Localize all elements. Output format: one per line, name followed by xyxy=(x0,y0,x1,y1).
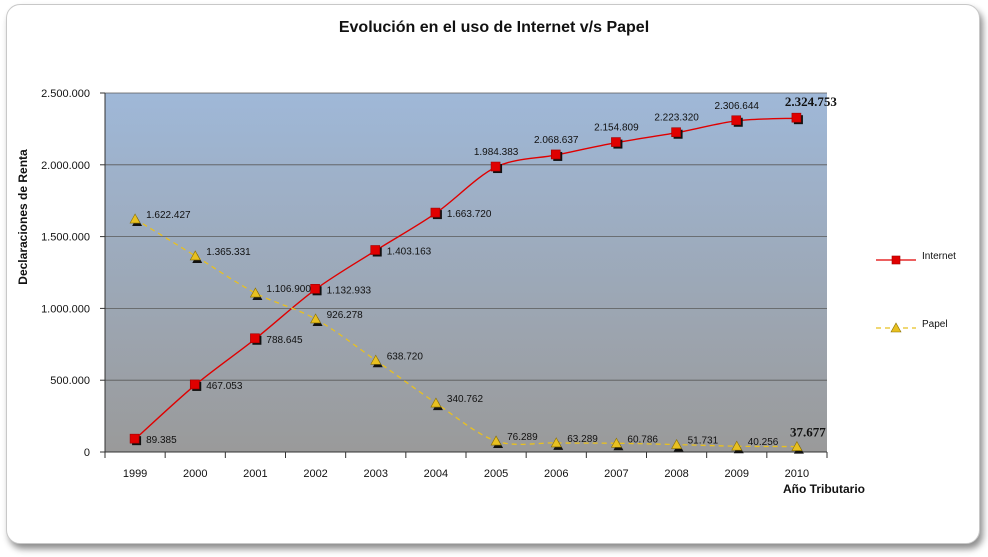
x-tick-label: 2003 xyxy=(364,468,388,480)
data-point xyxy=(310,313,322,324)
data-label: 2.154.809 xyxy=(594,123,639,134)
y-tick-label: 1.000.000 xyxy=(41,303,90,315)
data-label: 37.677 xyxy=(790,425,826,440)
data-point xyxy=(731,440,743,451)
data-point xyxy=(611,137,621,147)
data-point xyxy=(791,112,802,123)
data-label: 1.106.900 xyxy=(266,284,311,295)
data-label: 76.289 xyxy=(507,432,538,443)
data-point xyxy=(249,287,261,298)
data-point xyxy=(671,438,683,449)
data-point xyxy=(610,437,622,448)
data-label: 1.622.427 xyxy=(146,210,191,221)
data-label: 63.289 xyxy=(567,434,598,445)
data-label: 788.645 xyxy=(266,335,303,346)
x-tick-label: 2009 xyxy=(725,468,749,480)
data-label: 60.786 xyxy=(627,434,658,445)
legend-item-internet: Internet xyxy=(876,251,956,265)
data-point xyxy=(129,213,141,224)
x-tick-label: 2004 xyxy=(424,468,448,480)
data-label: 467.053 xyxy=(206,381,243,392)
data-point xyxy=(310,284,320,294)
data-point xyxy=(129,433,140,444)
data-label: 89.385 xyxy=(146,435,177,446)
x-axis-ticks: 1999 2000 2001 2002 2003 2004 2005 2006 2007 2008… xyxy=(104,452,828,480)
y-tick-label: 0 xyxy=(84,447,90,459)
data-point xyxy=(370,354,382,365)
data-point xyxy=(189,250,201,261)
data-label: 1.984.383 xyxy=(474,147,519,158)
data-point xyxy=(370,245,381,255)
y-tick-label: 500.000 xyxy=(50,375,90,387)
data-point xyxy=(250,333,260,344)
data-label: 1.403.163 xyxy=(387,247,432,258)
legend-marker xyxy=(890,322,902,333)
legend: Internet Papel xyxy=(876,251,956,333)
x-tick-label: 1999 xyxy=(123,468,147,480)
x-tick-label: 2010 xyxy=(785,468,809,480)
x-tick-label: 2007 xyxy=(604,468,628,480)
data-point xyxy=(550,149,561,160)
x-axis-title: Año Tributario xyxy=(783,482,865,496)
x-tick-label: 2002 xyxy=(303,468,327,480)
legend-label: Internet xyxy=(922,251,956,262)
data-label: 51.731 xyxy=(688,436,719,447)
series-group: 89.385467.053788.6451.132.9331.403.1631.… xyxy=(129,94,838,454)
x-tick-label: 2008 xyxy=(664,468,688,480)
data-label: 2.324.753 xyxy=(785,94,838,109)
data-point xyxy=(430,207,441,218)
x-tick-label: 2000 xyxy=(183,468,207,480)
data-label: 2.223.320 xyxy=(654,113,699,124)
data-label: 1.365.331 xyxy=(206,247,251,258)
legend-marker xyxy=(891,255,901,265)
data-point xyxy=(550,437,562,448)
y-tick-label: 2.500.000 xyxy=(41,88,90,100)
x-tick-label: 2001 xyxy=(243,468,267,480)
data-label: 2.068.637 xyxy=(534,135,579,146)
data-point xyxy=(791,440,803,451)
data-label: 1.663.720 xyxy=(447,209,492,220)
data-label: 340.762 xyxy=(447,394,484,405)
x-tick-label: 2005 xyxy=(484,468,508,480)
y-axis-ticks: 0 500.000 1.000.000 1.500.000 2.000.000 2.500… xyxy=(41,88,105,459)
x-tick-label: 2006 xyxy=(544,468,568,480)
gridlines xyxy=(105,92,827,381)
data-point xyxy=(189,379,200,390)
data-point xyxy=(490,161,501,172)
plot-area xyxy=(105,93,827,452)
legend-label: Papel xyxy=(922,319,948,330)
series-internet: 89.385 467.053 788.645 1.132.933 1.403.163 1.… xyxy=(129,94,838,446)
chart-title: Evolución en el uso de Internet v/s Pape… xyxy=(339,19,649,36)
data-label: 40.256 xyxy=(748,437,779,448)
legend-item-papel: Papel xyxy=(876,319,948,333)
data-point xyxy=(490,435,502,446)
data-label: 2.306.644 xyxy=(715,101,760,112)
y-axis-title: Declaraciones de Renta xyxy=(16,149,30,285)
data-point xyxy=(731,115,742,126)
y-tick-label: 2.000.000 xyxy=(41,160,90,172)
data-point xyxy=(671,127,681,138)
data-label: 1.132.933 xyxy=(327,285,372,296)
data-label: 926.278 xyxy=(327,310,364,321)
y-tick-label: 1.500.000 xyxy=(41,232,90,244)
series-papel: 1.622.427 1.365.331 1.106.900 926.278 638.72… xyxy=(129,210,826,454)
data-point xyxy=(430,397,442,408)
data-label: 638.720 xyxy=(387,351,424,362)
